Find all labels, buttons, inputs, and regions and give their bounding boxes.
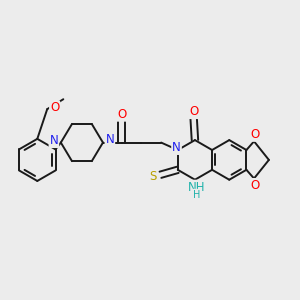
Text: N: N <box>172 141 181 154</box>
Text: O: O <box>117 108 126 121</box>
Text: NH: NH <box>188 181 205 194</box>
Text: O: O <box>50 101 59 114</box>
Text: O: O <box>250 179 260 192</box>
Text: O: O <box>250 128 260 141</box>
Text: O: O <box>189 105 198 118</box>
Text: H: H <box>193 190 200 200</box>
Text: N: N <box>106 133 114 146</box>
Text: S: S <box>149 169 156 182</box>
Text: N: N <box>50 134 58 147</box>
